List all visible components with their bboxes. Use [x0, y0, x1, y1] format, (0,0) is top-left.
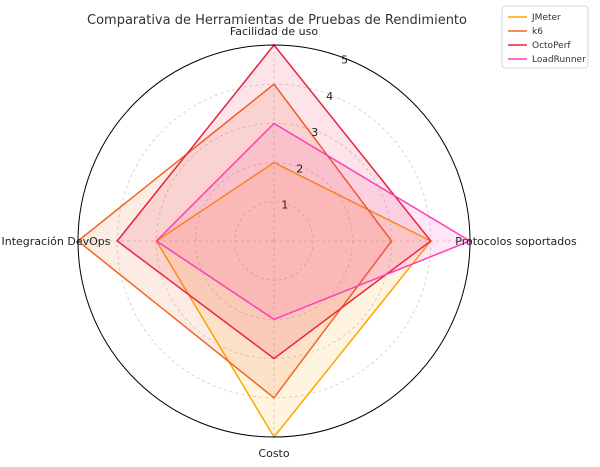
- series-octoperf-polygon: [116, 43, 432, 360]
- axis-labels: Facilidad de uso Protocolos soportados C…: [2, 25, 577, 460]
- grid-ring-1: [234, 201, 314, 281]
- series-loadrunner-polygon: [155, 122, 472, 321]
- outer-ring: [77, 44, 471, 438]
- radar-series: [76, 43, 472, 439]
- axis-label-devops: Integración DevOps: [2, 235, 111, 248]
- axis-label-costo: Costo: [258, 447, 289, 460]
- legend-label-loadrunner: LoadRunner: [532, 55, 586, 65]
- series-k6-polygon: [76, 83, 393, 399]
- legend-box: [501, 5, 589, 69]
- tick-label-4: 4: [326, 90, 333, 103]
- legend-label-octoperf: OctoPerf: [532, 41, 571, 51]
- legend-label-jmeter: JMeter: [531, 13, 561, 23]
- radial-ticks: 1 2 3 4 5: [281, 54, 348, 212]
- legend: JMeter k6 OctoPerf LoadRunner: [501, 5, 589, 69]
- tick-label-5: 5: [341, 54, 348, 67]
- tick-label-2: 2: [296, 163, 303, 176]
- legend-label-k6: k6: [532, 27, 543, 37]
- tick-label-1: 1: [281, 199, 288, 212]
- axis-label-facilidad: Facilidad de uso: [230, 25, 318, 38]
- chart-title: Comparativa de Herramientas de Pruebas d…: [87, 13, 467, 28]
- axis-label-protocolos: Protocolos soportados: [455, 235, 577, 248]
- tick-label-3: 3: [311, 126, 318, 139]
